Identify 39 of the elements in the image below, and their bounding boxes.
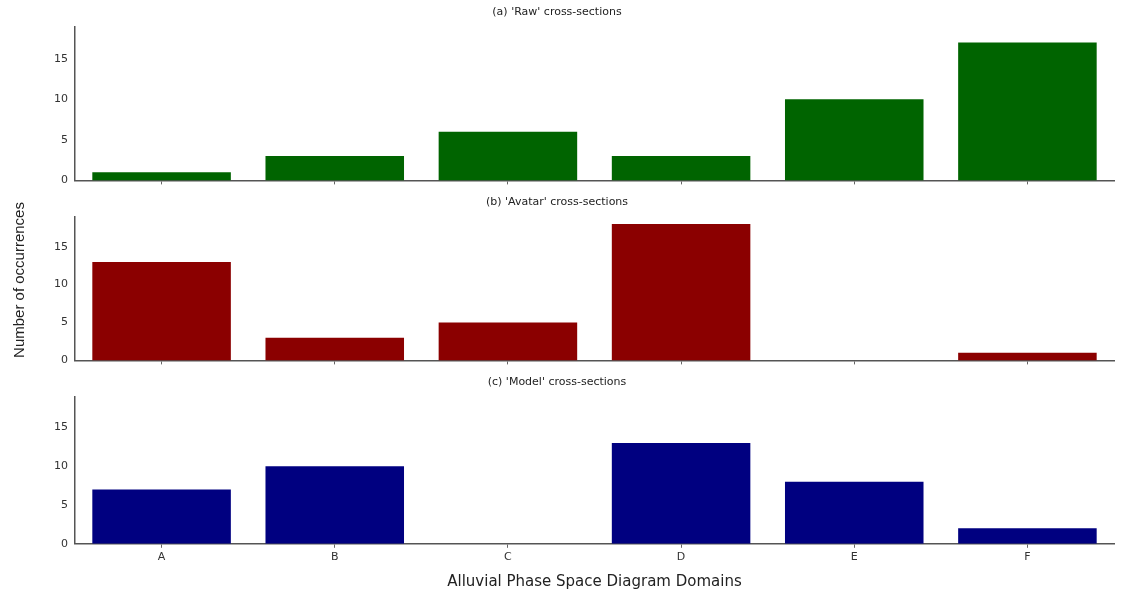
- bar: [958, 528, 1097, 544]
- bar: [92, 261, 231, 361]
- bar: [958, 352, 1097, 361]
- x-tick-label: B: [330, 550, 339, 564]
- bar: [611, 224, 751, 361]
- bar: [611, 156, 751, 181]
- y-axis-title: Number of occurrences: [9, 202, 27, 358]
- bar: [784, 481, 924, 544]
- x-tick-label: E: [850, 550, 858, 564]
- bar: [784, 99, 924, 181]
- y-tick-label: 0: [61, 536, 68, 550]
- bar: [265, 337, 405, 361]
- chart-title: (c) 'Model' cross-sections: [487, 375, 627, 389]
- x-tick-label: C: [504, 550, 513, 564]
- bar: [438, 322, 578, 361]
- y-tick-label: 10: [54, 459, 68, 473]
- y-tick-label: 15: [54, 239, 68, 253]
- y-tick-label: 10: [54, 92, 68, 106]
- y-tick-label: 5: [61, 497, 68, 511]
- bar: [92, 172, 231, 181]
- bar: [92, 489, 231, 544]
- bar: [958, 42, 1097, 181]
- y-tick-label: 15: [54, 420, 68, 434]
- bar: [438, 131, 578, 181]
- y-tick-label: 0: [61, 173, 68, 187]
- x-tick-label: A: [157, 550, 166, 564]
- x-tick-label: D: [676, 550, 686, 564]
- bar: [265, 156, 405, 181]
- x-tick-label: F: [1024, 550, 1031, 564]
- chart-title: (b) 'Avatar' cross-sections: [485, 195, 629, 209]
- y-tick-label: 0: [61, 353, 68, 367]
- y-tick-label: 10: [54, 277, 68, 291]
- bar: [611, 442, 751, 544]
- chart-title: (a) 'Raw' cross-sections: [492, 5, 622, 19]
- bar: [265, 466, 405, 544]
- y-tick-label: 5: [61, 315, 68, 329]
- y-tick-label: 5: [61, 132, 68, 146]
- y-tick-label: 15: [54, 51, 68, 65]
- x-axis-title: Alluvial Phase Space Diagram Domains: [447, 571, 742, 590]
